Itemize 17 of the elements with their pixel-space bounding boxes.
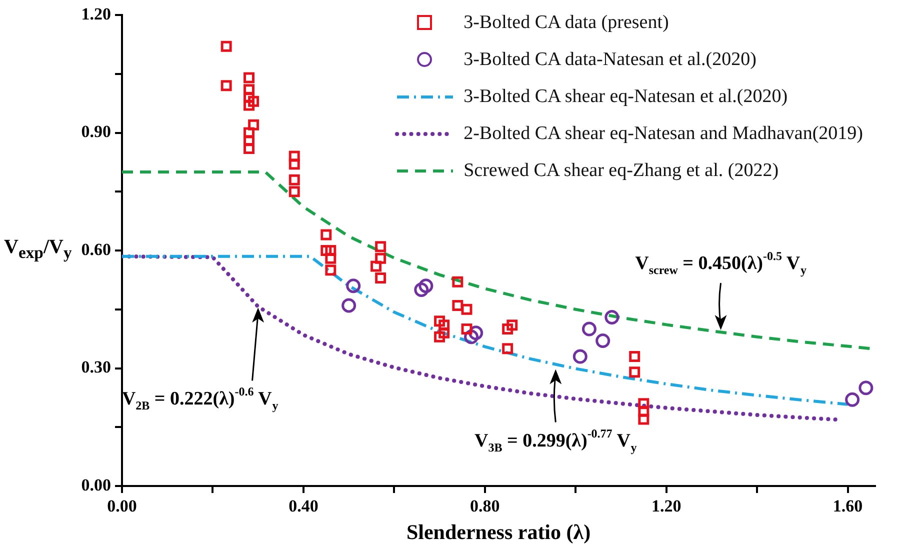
- legend-label: 2-Bolted CA shear eq-Natesan and Madhavan(2019): [464, 122, 863, 144]
- y-tick-label: 0.60: [81, 240, 111, 259]
- x-axis-title: Slenderness ratio (λ): [406, 520, 591, 544]
- x-tick-label: 0.80: [470, 496, 500, 516]
- x-tick-label: 0.40: [288, 496, 318, 516]
- x-tick-label: 1.60: [832, 496, 863, 516]
- x-tick-label: 1.20: [651, 496, 682, 516]
- x-tick-label: 0.00: [107, 496, 137, 516]
- y-tick-label: 0.00: [81, 475, 111, 494]
- y-tick-label: 0.30: [81, 358, 111, 377]
- legend-label: 3-Bolted CA shear eq-Natesan et al.(2020): [464, 86, 788, 108]
- legend-label: 3-Bolted CA data-Natesan et al.(2020): [464, 48, 756, 70]
- legend-label: 3-Bolted CA data (present): [464, 12, 669, 34]
- y-tick-label: 0.90: [81, 122, 111, 142]
- y-tick-label: 1.20: [81, 4, 111, 24]
- y-axis-title: V$_{exp}$/V$_{y}$: [4, 236, 72, 263]
- legend-label: Screwed CA shear eq-Zhang et al. (2022): [464, 160, 779, 182]
